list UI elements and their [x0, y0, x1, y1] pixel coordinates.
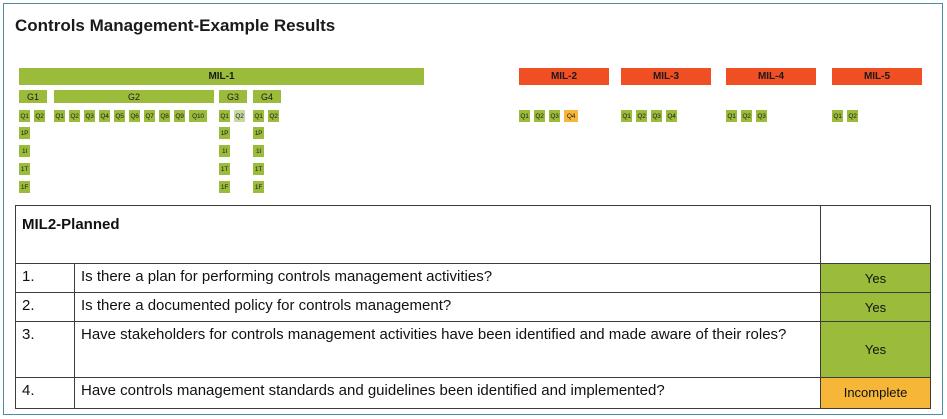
goal-g1: G1 [19, 90, 47, 103]
mil3-q1: Q1 [621, 110, 632, 122]
goal-g3: G3 [219, 90, 247, 103]
mil2-planned-table: MIL2-Planned 1. Is there a plan for perf… [14, 205, 932, 410]
g4-practice-1p: 1P [253, 127, 264, 139]
g1-practice-1t: 1T [19, 163, 30, 175]
answer-badge: Yes [820, 263, 932, 293]
g1-q1: Q1 [19, 110, 30, 122]
mil5-q2: Q2 [847, 110, 858, 122]
mil-3-bar: MIL-3 [621, 68, 711, 85]
question-text: Have stakeholders for controls managemen… [73, 321, 822, 378]
table-row: 3. Have stakeholders for controls manage… [15, 321, 932, 378]
g1-practice-1i: 1I [19, 145, 30, 157]
row-number: 1. [15, 263, 75, 293]
g2-q8: Q8 [159, 110, 170, 122]
table-header: MIL2-Planned [14, 205, 822, 264]
mil3-q3: Q3 [651, 110, 662, 122]
mil-5-bar: MIL-5 [832, 68, 922, 85]
mil2-q2: Q2 [534, 110, 545, 122]
row-number: 4. [15, 376, 75, 410]
answer-badge: Yes [820, 292, 932, 322]
page-title: Controls Management-Example Results [15, 16, 336, 35]
mil3-q4: Q4 [666, 110, 677, 122]
table-header-empty-cell [820, 205, 932, 264]
g1-practice-1p: 1P [19, 127, 30, 139]
mil2-q4: Q4 [564, 110, 578, 122]
row-number: 3. [15, 321, 75, 378]
question-text: Have controls management standards and g… [73, 376, 822, 410]
mil4-q3: Q3 [756, 110, 767, 122]
answer-badge: Yes [820, 321, 932, 378]
g2-q6: Q6 [129, 110, 140, 122]
table-row: 4. Have controls management standards an… [15, 376, 932, 410]
g2-q9: Q9 [174, 110, 185, 122]
g4-q2: Q2 [268, 110, 279, 122]
g1-q2: Q2 [34, 110, 45, 122]
goal-g4: G4 [253, 90, 281, 103]
mil-1-bar: MIL-1 [19, 68, 424, 85]
mil4-q2: Q2 [741, 110, 752, 122]
g3-q1: Q1 [219, 110, 230, 122]
mil4-q1: Q1 [726, 110, 737, 122]
g2-q5: Q5 [114, 110, 125, 122]
g3-practice-1p: 1P [219, 127, 230, 139]
mil2-q1: Q1 [519, 110, 530, 122]
g1-practice-1f: 1F [19, 181, 30, 193]
mil3-q2: Q2 [636, 110, 647, 122]
g4-q1: Q1 [253, 110, 264, 122]
g4-practice-1f: 1F [253, 181, 264, 193]
mil-4-bar: MIL-4 [726, 68, 816, 85]
g4-practice-1i: 1I [253, 145, 264, 157]
mil5-q1: Q1 [832, 110, 843, 122]
g2-q3: Q3 [84, 110, 95, 122]
g3-practice-1t: 1T [219, 163, 230, 175]
row-number: 2. [15, 292, 75, 322]
mil-2-bar: MIL-2 [519, 68, 609, 85]
mil2-q3: Q3 [549, 110, 560, 122]
table-header-row: MIL2-Planned [14, 205, 932, 264]
table-row: 1. Is there a plan for performing contro… [15, 263, 932, 293]
g2-q4: Q4 [99, 110, 110, 122]
g3-practice-1i: 1I [219, 145, 230, 157]
g4-practice-1t: 1T [253, 163, 264, 175]
g2-q7: Q7 [144, 110, 155, 122]
g3-practice-1f: 1F [219, 181, 230, 193]
g3-q2: Q2 [234, 110, 245, 122]
goal-g2: G2 [54, 90, 214, 103]
g2-q2: Q2 [69, 110, 80, 122]
g2-q10: Q10 [189, 110, 207, 122]
question-text: Is there a documented policy for control… [73, 292, 822, 322]
table-row: 2. Is there a documented policy for cont… [15, 292, 932, 322]
results-panel: Controls Management-Example Results MIL-… [3, 3, 943, 415]
question-text: Is there a plan for performing controls … [73, 263, 822, 293]
answer-badge: Incomplete [820, 376, 932, 410]
g2-q1: Q1 [54, 110, 65, 122]
